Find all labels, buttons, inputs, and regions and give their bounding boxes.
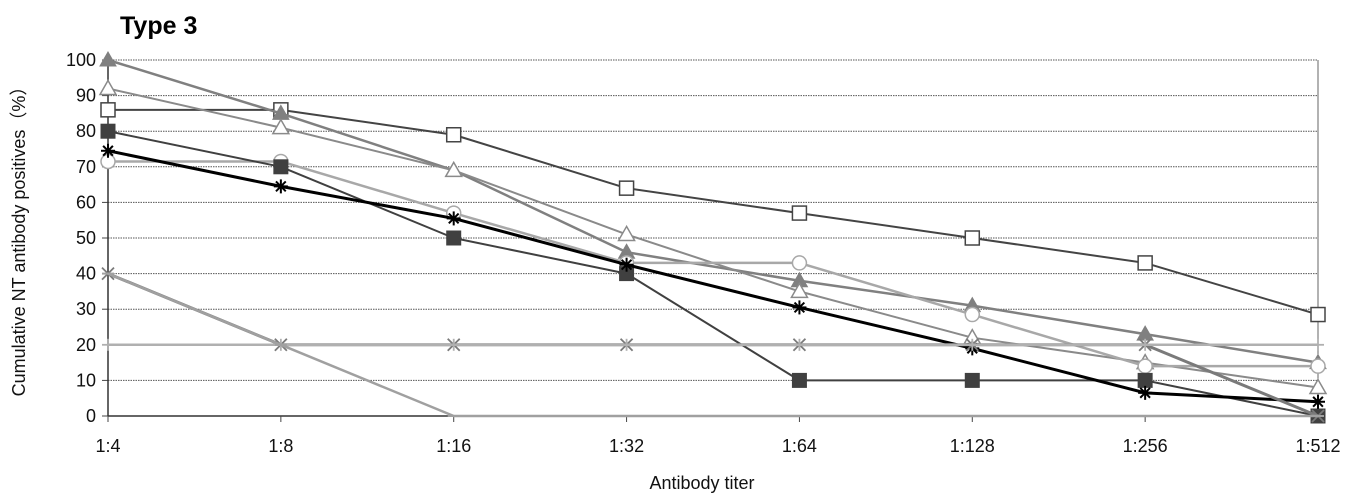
- x-tick-label: 1:32: [609, 436, 644, 456]
- y-tick-label: 40: [76, 264, 96, 284]
- series-1: [100, 102, 1326, 323]
- series-8: [102, 338, 1324, 351]
- filled-square-marker: [1137, 372, 1153, 388]
- open-square-marker: [618, 180, 635, 196]
- x-tick-label: 1:8: [268, 436, 293, 456]
- plus-marker: [620, 338, 633, 351]
- open-circle-marker: [964, 306, 981, 323]
- filled-triangle-marker: [99, 50, 117, 67]
- y-tick-label: 80: [76, 121, 96, 141]
- y-tick-label: 90: [76, 86, 96, 106]
- series-line: [107, 149, 1319, 404]
- x-axis-label: Antibody titer: [649, 473, 754, 493]
- asterisk-marker: [619, 257, 634, 272]
- open-triangle-marker: [790, 281, 809, 299]
- open-square-marker: [964, 230, 981, 246]
- x-tick-label: 1:16: [436, 436, 471, 456]
- open-square-marker: [100, 102, 116, 118]
- x-tick-label: 1:4: [95, 436, 120, 456]
- series-line: [108, 160, 1318, 368]
- open-triangle-marker: [1308, 378, 1328, 395]
- y-tick-label: 70: [76, 157, 96, 177]
- x-tick-label: 1:256: [1123, 436, 1168, 456]
- filled-square-marker: [273, 159, 289, 175]
- open-square-marker: [1310, 306, 1326, 323]
- asterisk-marker: [792, 300, 807, 315]
- asterisk-marker: [273, 179, 288, 194]
- y-tick-label: 0: [86, 406, 96, 426]
- filled-square-marker: [964, 372, 980, 388]
- asterisk-marker: [446, 211, 461, 226]
- plus-marker: [102, 338, 114, 351]
- filled-square-marker: [791, 372, 807, 388]
- open-circle-marker: [791, 255, 808, 271]
- y-axis-label: Cumulative NT antibody positives（%）: [9, 78, 29, 397]
- series-layer: [98, 50, 1328, 424]
- open-triangle-marker: [271, 118, 291, 135]
- series-line: [108, 108, 1319, 316]
- series-line: [107, 272, 1318, 418]
- open-circle-marker: [1310, 358, 1326, 374]
- open-circle-marker: [1137, 358, 1153, 374]
- y-tick-label: 30: [76, 299, 96, 319]
- plus-marker: [1139, 338, 1152, 351]
- open-triangle-marker: [617, 224, 636, 242]
- y-tick-label: 50: [76, 228, 96, 248]
- series-2: [99, 50, 1327, 370]
- asterisk-marker: [1138, 385, 1153, 400]
- asterisk-marker: [1311, 394, 1325, 409]
- asterisk-marker: [101, 143, 115, 158]
- series-line: [107, 130, 1319, 417]
- y-tick-label: 20: [76, 335, 96, 355]
- open-square-marker: [791, 205, 808, 221]
- plus-marker: [793, 338, 806, 351]
- filled-square-marker: [446, 230, 462, 246]
- series-9: [102, 272, 1324, 418]
- y-tick-label: 100: [66, 50, 96, 70]
- plus-marker: [1312, 338, 1324, 351]
- x-tick-label: 1:128: [950, 436, 995, 456]
- tick-labels: 0 10 20 30 40 50 60 70 80 90 100 1:4 1:8 1:16 1:32 1:64…: [66, 50, 1341, 456]
- chart-title: Type 3: [120, 12, 198, 40]
- open-triangle-marker: [444, 160, 464, 178]
- filled-square-marker: [100, 123, 116, 139]
- open-triangle-marker: [98, 78, 118, 96]
- y-tick-label: 60: [76, 192, 96, 212]
- x-tick-label: 1:64: [782, 436, 817, 456]
- series-6: [101, 143, 1325, 409]
- y-tick-label: 10: [76, 370, 96, 390]
- plus-marker: [966, 338, 979, 351]
- series-line: [107, 58, 1319, 364]
- open-square-marker: [445, 127, 462, 143]
- plus-marker: [447, 338, 460, 351]
- open-square-marker: [1137, 255, 1153, 271]
- x-tick-label: 1:512: [1295, 436, 1340, 456]
